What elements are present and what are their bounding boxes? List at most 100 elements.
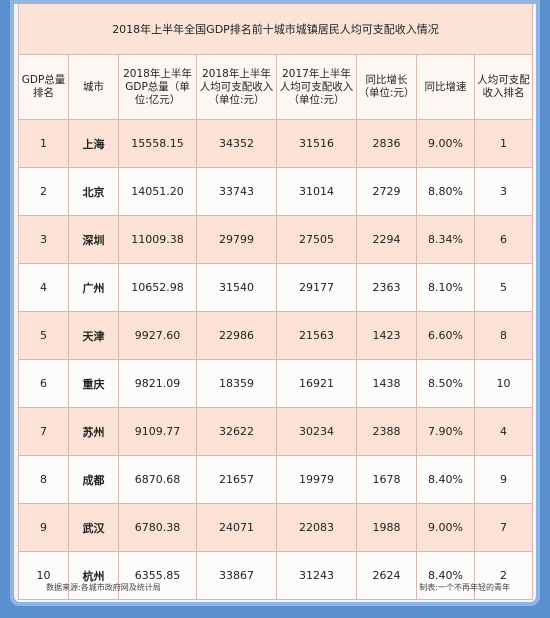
cell-yoy-growth: 1678 [356,455,417,504]
header-gdp-rank: GDP总量排名 [18,54,69,120]
cell-gdp-2018: 6780.38 [118,503,197,552]
table-row: 6 重庆 9821.09 18359 16921 1438 8.50% 10 [18,359,533,408]
cell-gdp-2018: 6355.85 [118,551,197,600]
cell-yoy-rate: 9.00% [416,503,475,552]
table-maker-note: 制表:一个不再年轻的青年 [419,583,510,592]
table-row: 4 广州 10652.98 31540 29177 2363 8.10% 5 [18,263,533,312]
cell-income-rank: 1 [474,119,533,168]
cell-gdp-rank: 7 [18,407,69,456]
cell-gdp-2018: 9927.60 [118,311,197,360]
cell-income-rank: 4 [474,407,533,456]
cell-yoy-rate: 8.40% [416,551,475,600]
table-row: 10 杭州 6355.85 33867 31243 2624 8.40% 2 [18,551,533,600]
cell-gdp-2018: 9109.77 [118,407,197,456]
income-table: 2018年上半年全国GDP排名前十城市城镇居民人均可支配收入情况 GDP总量排名… [18,4,533,600]
cell-gdp-rank: 1 [18,119,69,168]
cell-income-rank: 10 [474,359,533,408]
cell-income-2017: 27505 [276,215,357,264]
cell-yoy-rate: 8.80% [416,167,475,216]
cell-income-2017: 22083 [276,503,357,552]
cell-income-2017: 29177 [276,263,357,312]
header-row: GDP总量排名 城市 2018年上半年GDP总量（单位:亿元） 2018年上半年… [18,54,533,120]
table-row: 1 上海 15558.15 34352 31516 2836 9.00% 1 [18,119,533,168]
cell-city: 苏州 [68,407,119,456]
cell-income-2018: 32622 [196,407,277,456]
cell-gdp-rank: 5 [18,311,69,360]
cell-gdp-rank: 3 [18,215,69,264]
cell-income-2018: 21657 [196,455,277,504]
header-income-2017: 2017年上半年人均可支配收入（单位:元） [276,54,357,120]
table-row: 8 成都 6870.68 21657 19979 1678 8.40% 9 [18,455,533,504]
cell-city: 天津 [68,311,119,360]
header-yoy-growth: 同比增长（单位:元） [356,54,417,120]
cell-city: 重庆 [68,359,119,408]
cell-city: 武汉 [68,503,119,552]
cell-gdp-2018: 15558.15 [118,119,197,168]
table-row: 3 深圳 11009.38 29799 27505 2294 8.34% 6 [18,215,533,264]
header-yoy-rate: 同比增速 [416,54,475,120]
cell-gdp-2018: 6870.68 [118,455,197,504]
cell-income-2017: 16921 [276,359,357,408]
cell-yoy-rate: 8.40% [416,455,475,504]
cell-yoy-growth: 1988 [356,503,417,552]
cell-income-rank: 3 [474,167,533,216]
header-income-2018: 2018年上半年人均可支配收入（单位:元） [196,54,277,120]
cell-yoy-rate: 7.90% [416,407,475,456]
cell-income-2018: 29799 [196,215,277,264]
cell-gdp-2018: 14051.20 [118,167,197,216]
table-sheet: 2018年上半年全国GDP排名前十城市城镇居民人均可支配收入情况 GDP总量排名… [18,4,533,600]
cell-yoy-rate: 6.60% [416,311,475,360]
cell-income-rank: 2 [474,551,533,600]
cell-income-rank: 7 [474,503,533,552]
cell-income-2018: 22986 [196,311,277,360]
cell-yoy-rate: 8.10% [416,263,475,312]
cell-yoy-growth: 2294 [356,215,417,264]
table-row: 5 天津 9927.60 22986 21563 1423 6.60% 8 [18,311,533,360]
cell-income-2018: 33743 [196,167,277,216]
header-city: 城市 [68,54,119,120]
cell-yoy-growth: 1423 [356,311,417,360]
cell-income-rank: 5 [474,263,533,312]
cell-city: 深圳 [68,215,119,264]
table-footer: 数据来源:各城市政府网及统计局 制表:一个不再年轻的青年 [18,580,532,598]
cell-city: 广州 [68,263,119,312]
table-title: 2018年上半年全国GDP排名前十城市城镇居民人均可支配收入情况 [18,4,533,55]
cell-income-rank: 8 [474,311,533,360]
cell-gdp-rank: 6 [18,359,69,408]
cell-income-rank: 6 [474,215,533,264]
cell-income-2018: 24071 [196,503,277,552]
cell-yoy-growth: 2363 [356,263,417,312]
cell-gdp-2018: 10652.98 [118,263,197,312]
cell-gdp-2018: 11009.38 [118,215,197,264]
cell-income-2017: 30234 [276,407,357,456]
cell-yoy-rate: 9.00% [416,119,475,168]
cell-city: 北京 [68,167,119,216]
cell-income-2017: 21563 [276,311,357,360]
cell-yoy-growth: 1438 [356,359,417,408]
cell-gdp-rank: 2 [18,167,69,216]
cell-city: 成都 [68,455,119,504]
header-gdp-2018: 2018年上半年GDP总量（单位:亿元） [118,54,197,120]
table-row: 2 北京 14051.20 33743 31014 2729 8.80% 3 [18,167,533,216]
cell-income-2018: 34352 [196,119,277,168]
cell-income-2017: 19979 [276,455,357,504]
table-row: 7 苏州 9109.77 32622 30234 2388 7.90% 4 [18,407,533,456]
cell-yoy-rate: 8.34% [416,215,475,264]
page-frame: 2018年上半年全国GDP排名前十城市城镇居民人均可支配收入情况 GDP总量排名… [10,0,540,606]
cell-yoy-growth: 2836 [356,119,417,168]
cell-yoy-growth: 2388 [356,407,417,456]
cell-gdp-rank: 9 [18,503,69,552]
cell-gdp-2018: 9821.09 [118,359,197,408]
cell-city: 上海 [68,119,119,168]
cell-gdp-rank: 8 [18,455,69,504]
cell-income-2017: 31014 [276,167,357,216]
cell-yoy-growth: 2729 [356,167,417,216]
header-income-rank: 人均可支配收入排名 [474,54,533,120]
cell-income-2017: 31516 [276,119,357,168]
cell-income-rank: 9 [474,455,533,504]
table-row: 9 武汉 6780.38 24071 22083 1988 9.00% 7 [18,503,533,552]
data-source-note: 数据来源:各城市政府网及统计局 [46,583,161,592]
cell-gdp-rank: 10 [18,551,69,600]
cell-yoy-rate: 8.50% [416,359,475,408]
cell-income-2018: 31540 [196,263,277,312]
